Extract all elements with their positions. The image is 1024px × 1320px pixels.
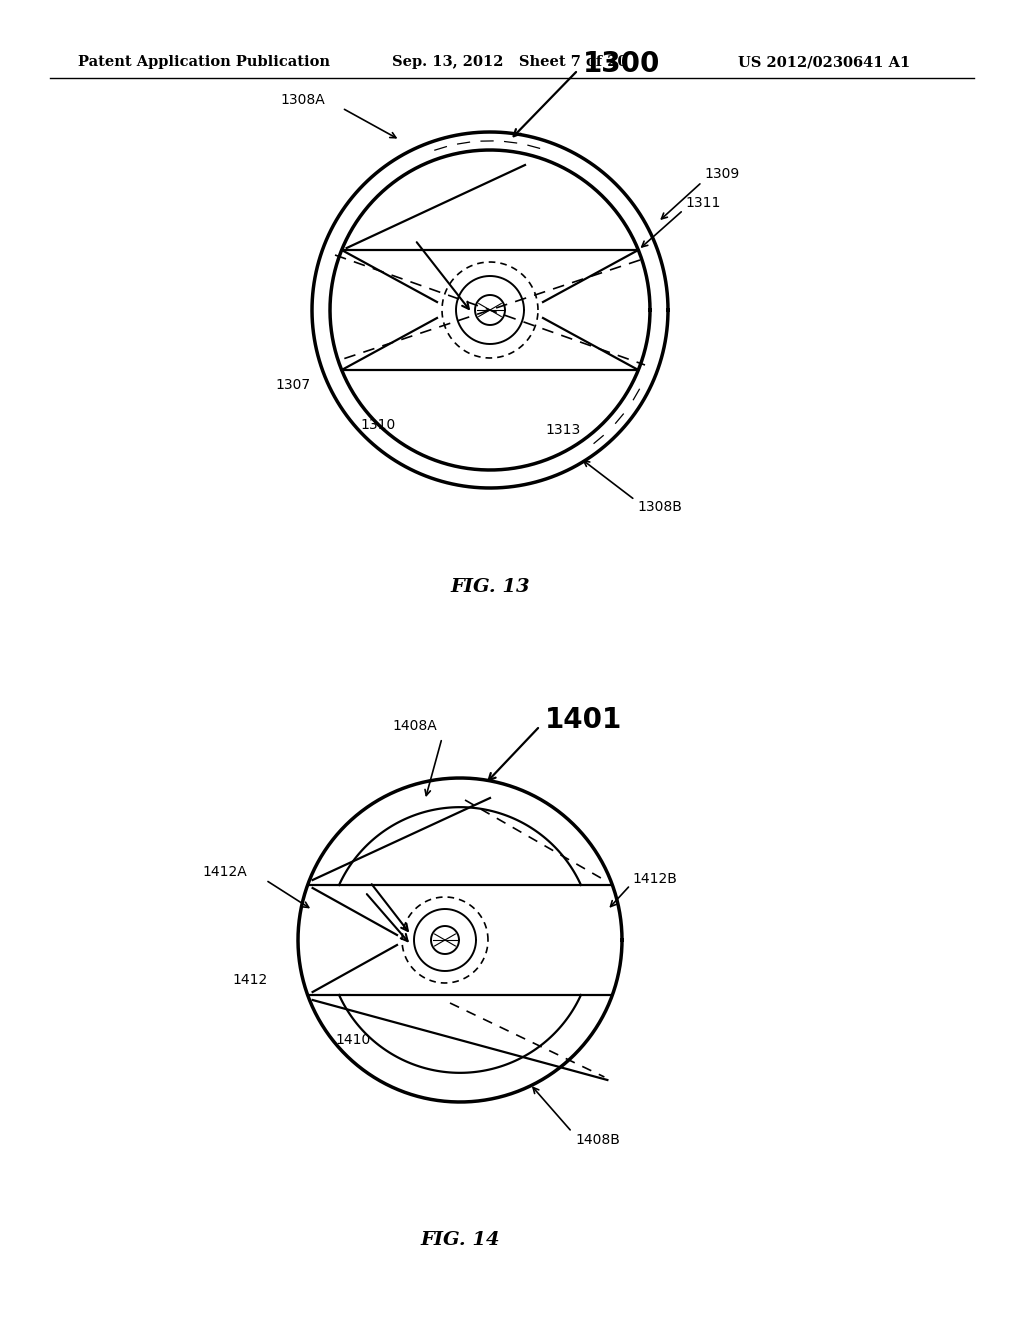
Text: US 2012/0230641 A1: US 2012/0230641 A1 [738,55,910,69]
Text: 1309: 1309 [705,168,739,181]
Text: 1308A: 1308A [280,92,325,107]
Text: 1311: 1311 [685,195,721,210]
Text: FIG. 13: FIG. 13 [451,578,529,597]
Text: FIG. 14: FIG. 14 [420,1232,500,1249]
Text: 1308B: 1308B [637,500,682,513]
Text: 1408B: 1408B [575,1133,620,1147]
Text: 1401: 1401 [545,706,623,734]
Text: 1408A: 1408A [392,719,437,733]
Text: Sep. 13, 2012   Sheet 7 of 20: Sep. 13, 2012 Sheet 7 of 20 [392,55,628,69]
Text: 1300: 1300 [583,50,660,78]
Text: 1412: 1412 [232,973,268,987]
Text: 1410: 1410 [335,1034,371,1047]
Text: 1412B: 1412B [633,873,677,886]
Text: Patent Application Publication: Patent Application Publication [78,55,330,69]
Text: 1412A: 1412A [203,865,248,879]
Text: 1307: 1307 [275,378,310,392]
Text: 1310: 1310 [360,418,395,432]
Text: 1313: 1313 [545,422,581,437]
